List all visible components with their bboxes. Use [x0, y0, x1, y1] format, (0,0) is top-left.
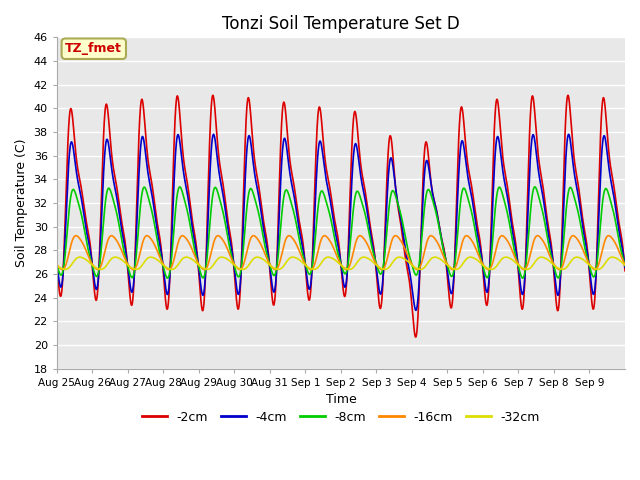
-8cm: [621, 263, 629, 268]
-2cm: [412, 334, 420, 340]
Text: TZ_fmet: TZ_fmet: [65, 42, 122, 55]
-4cm: [621, 264, 629, 270]
-2cm: [621, 268, 629, 274]
Line: -16cm: -16cm: [57, 236, 625, 270]
-8cm: [614, 228, 621, 234]
-4cm: [614, 217, 621, 223]
-4cm: [210, 132, 218, 137]
-8cm: [109, 198, 117, 204]
-8cm: [164, 275, 172, 281]
-32cm: [467, 254, 474, 260]
-32cm: [614, 256, 621, 262]
-8cm: [376, 270, 383, 276]
Line: -2cm: -2cm: [57, 96, 625, 337]
-4cm: [232, 283, 240, 289]
-4cm: [109, 178, 117, 184]
-2cm: [232, 294, 240, 300]
-2cm: [564, 93, 572, 98]
-32cm: [53, 262, 61, 268]
-4cm: [53, 261, 61, 266]
-2cm: [53, 262, 61, 267]
-16cm: [621, 262, 629, 267]
-2cm: [614, 209, 621, 215]
Legend: -2cm, -4cm, -8cm, -16cm, -32cm: -2cm, -4cm, -8cm, -16cm, -32cm: [137, 406, 545, 429]
-16cm: [53, 262, 61, 267]
-2cm: [513, 245, 520, 251]
-32cm: [239, 266, 246, 272]
-32cm: [376, 264, 383, 270]
-16cm: [545, 250, 552, 255]
-8cm: [513, 257, 520, 263]
-8cm: [233, 271, 241, 277]
-8cm: [545, 241, 552, 247]
-16cm: [513, 258, 520, 264]
Line: -32cm: -32cm: [57, 257, 625, 269]
-16cm: [285, 233, 293, 239]
Line: -8cm: -8cm: [57, 187, 625, 278]
-32cm: [232, 264, 240, 270]
-2cm: [109, 167, 117, 172]
-4cm: [412, 307, 420, 313]
-16cm: [614, 244, 621, 250]
-4cm: [513, 251, 520, 256]
Y-axis label: Soil Temperature (C): Soil Temperature (C): [15, 139, 28, 267]
-2cm: [545, 223, 552, 229]
-16cm: [376, 265, 383, 271]
Title: Tonzi Soil Temperature Set D: Tonzi Soil Temperature Set D: [222, 15, 460, 33]
-32cm: [545, 257, 552, 263]
Line: -4cm: -4cm: [57, 134, 625, 310]
-32cm: [109, 254, 117, 260]
X-axis label: Time: Time: [326, 393, 356, 406]
-16cm: [109, 234, 117, 240]
-8cm: [53, 262, 61, 267]
-2cm: [375, 300, 383, 306]
-16cm: [129, 267, 137, 273]
-4cm: [545, 232, 552, 238]
-4cm: [376, 288, 383, 293]
-8cm: [176, 184, 184, 190]
-16cm: [232, 264, 240, 270]
-32cm: [621, 262, 629, 268]
-32cm: [513, 261, 520, 266]
